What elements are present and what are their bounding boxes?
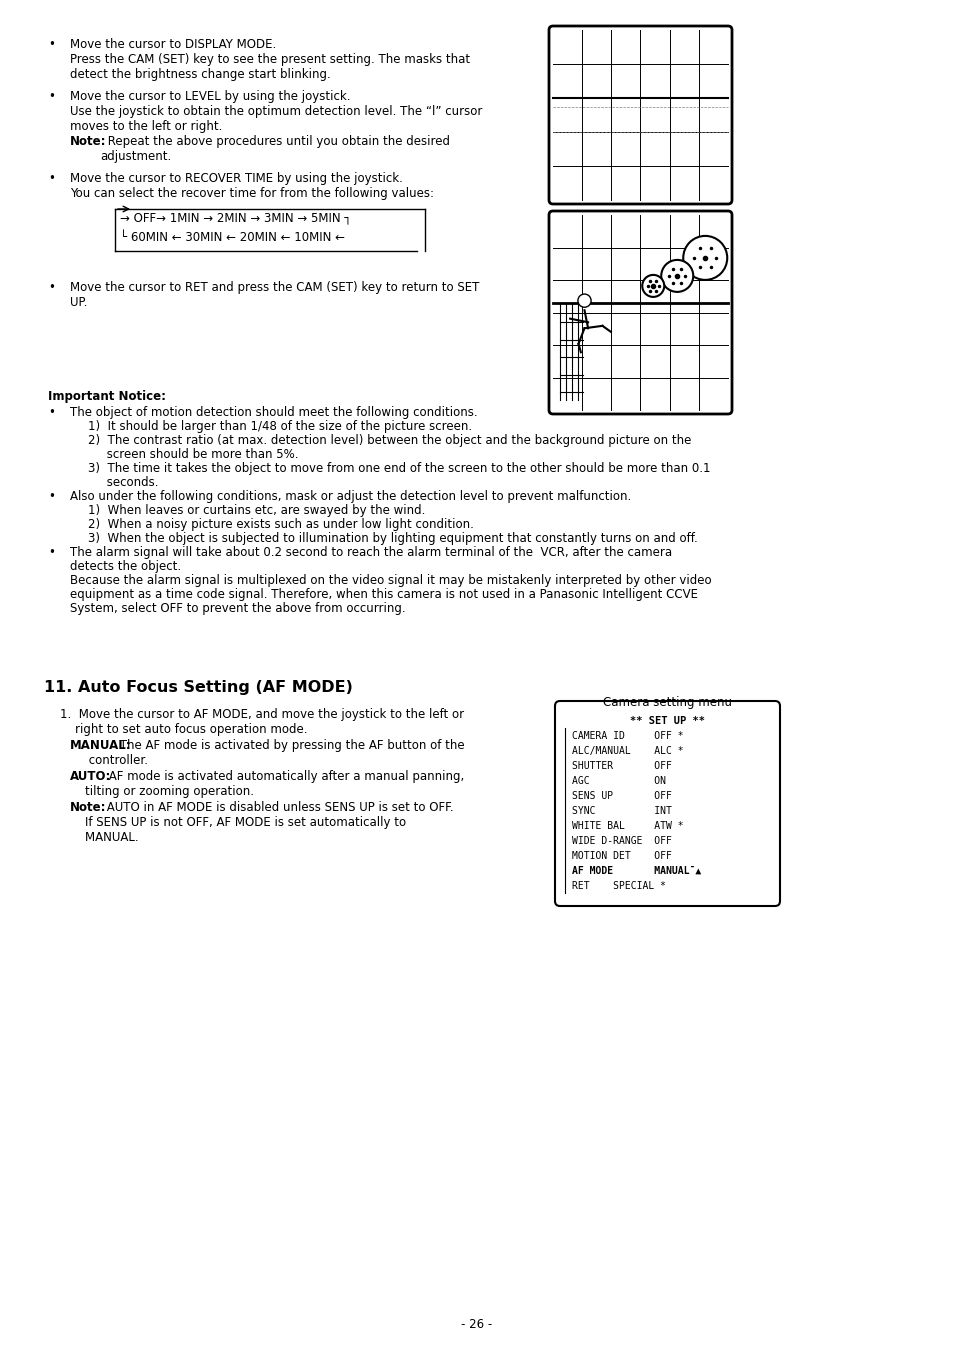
Text: •: • bbox=[48, 172, 55, 185]
Text: Also under the following conditions, mask or adjust the detection level to preve: Also under the following conditions, mas… bbox=[70, 490, 631, 503]
Text: WHITE BAL     ATW *: WHITE BAL ATW * bbox=[572, 821, 683, 831]
Text: → OFF→ 1MIN → 2MIN → 3MIN → 5MIN ┐: → OFF→ 1MIN → 2MIN → 3MIN → 5MIN ┐ bbox=[120, 211, 351, 225]
Text: Move the cursor to RECOVER TIME by using the joystick.: Move the cursor to RECOVER TIME by using… bbox=[70, 172, 402, 185]
Text: AGC           ON: AGC ON bbox=[572, 777, 665, 786]
Text: Move the cursor to DISPLAY MODE.: Move the cursor to DISPLAY MODE. bbox=[70, 38, 276, 51]
Text: 1.  Move the cursor to AF MODE, and move the joystick to the left or: 1. Move the cursor to AF MODE, and move … bbox=[60, 708, 464, 721]
Text: Press the CAM (SET) key to see the present setting. The masks that: Press the CAM (SET) key to see the prese… bbox=[70, 53, 470, 66]
Circle shape bbox=[682, 235, 726, 280]
Text: •: • bbox=[48, 490, 55, 503]
Text: AUTO in AF MODE is disabled unless SENS UP is set to OFF.: AUTO in AF MODE is disabled unless SENS … bbox=[103, 801, 453, 815]
Text: ALC/MANUAL    ALC *: ALC/MANUAL ALC * bbox=[572, 746, 683, 756]
Text: screen should be more than 5%.: screen should be more than 5%. bbox=[88, 448, 298, 461]
Text: WIDE D-RANGE  OFF: WIDE D-RANGE OFF bbox=[572, 836, 671, 846]
Text: SHUTTER       OFF: SHUTTER OFF bbox=[572, 760, 671, 771]
Text: •: • bbox=[48, 547, 55, 559]
Text: tilting or zooming operation.: tilting or zooming operation. bbox=[70, 785, 253, 798]
Text: adjustment.: adjustment. bbox=[100, 150, 172, 162]
Text: The alarm signal will take about 0.2 second to reach the alarm terminal of the  : The alarm signal will take about 0.2 sec… bbox=[70, 547, 672, 559]
Text: Move the cursor to LEVEL by using the joystick.: Move the cursor to LEVEL by using the jo… bbox=[70, 91, 350, 103]
Text: •: • bbox=[48, 91, 55, 103]
Text: 11. Auto Focus Setting (AF MODE): 11. Auto Focus Setting (AF MODE) bbox=[44, 681, 353, 695]
Text: RET    SPECIAL *: RET SPECIAL * bbox=[572, 881, 665, 892]
Text: CAMERA ID     OFF *: CAMERA ID OFF * bbox=[572, 731, 683, 741]
Text: Important Notice:: Important Notice: bbox=[48, 390, 166, 403]
Text: Note:: Note: bbox=[70, 801, 107, 815]
Text: 1)  It should be larger than 1/48 of the size of the picture screen.: 1) It should be larger than 1/48 of the … bbox=[88, 419, 472, 433]
Text: equipment as a time code signal. Therefore, when this camera is not used in a Pa: equipment as a time code signal. Therefo… bbox=[70, 589, 698, 601]
Text: 3)  The time it takes the object to move from one end of the screen to the other: 3) The time it takes the object to move … bbox=[88, 461, 710, 475]
Text: detects the object.: detects the object. bbox=[70, 560, 181, 574]
Text: You can select the recover time for from the following values:: You can select the recover time for from… bbox=[70, 187, 434, 200]
Circle shape bbox=[578, 294, 591, 307]
Text: AF mode is activated automatically after a manual panning,: AF mode is activated automatically after… bbox=[105, 770, 464, 783]
Text: controller.: controller. bbox=[70, 754, 148, 767]
Text: right to set auto focus operation mode.: right to set auto focus operation mode. bbox=[60, 723, 307, 736]
FancyBboxPatch shape bbox=[548, 26, 731, 204]
Text: UP.: UP. bbox=[70, 296, 88, 308]
Text: •: • bbox=[48, 406, 55, 419]
Text: Note:: Note: bbox=[70, 135, 107, 147]
Text: •: • bbox=[48, 38, 55, 51]
Text: SENS UP       OFF: SENS UP OFF bbox=[572, 792, 671, 801]
Text: MANUAL:: MANUAL: bbox=[70, 739, 132, 752]
Text: - 26 -: - 26 - bbox=[461, 1318, 492, 1331]
Text: detect the brightness change start blinking.: detect the brightness change start blink… bbox=[70, 68, 331, 81]
Text: └ 60MIN ← 30MIN ← 20MIN ← 10MIN ←: └ 60MIN ← 30MIN ← 20MIN ← 10MIN ← bbox=[120, 231, 345, 244]
FancyBboxPatch shape bbox=[548, 211, 731, 414]
Text: AUTO:: AUTO: bbox=[70, 770, 112, 783]
Circle shape bbox=[660, 260, 693, 292]
Text: 3)  When the object is subjected to illumination by lighting equipment that cons: 3) When the object is subjected to illum… bbox=[88, 532, 697, 545]
Text: 2)  When a noisy picture exists such as under low light condition.: 2) When a noisy picture exists such as u… bbox=[88, 518, 474, 530]
Text: If SENS UP is not OFF, AF MODE is set automatically to: If SENS UP is not OFF, AF MODE is set au… bbox=[70, 816, 406, 829]
Text: Move the cursor to RET and press the CAM (SET) key to return to SET: Move the cursor to RET and press the CAM… bbox=[70, 281, 478, 294]
Text: moves to the left or right.: moves to the left or right. bbox=[70, 120, 222, 133]
Text: The AF mode is activated by pressing the AF button of the: The AF mode is activated by pressing the… bbox=[116, 739, 464, 752]
Text: Camera setting menu: Camera setting menu bbox=[602, 695, 731, 709]
Text: 2)  The contrast ratio (at max. detection level) between the object and the back: 2) The contrast ratio (at max. detection… bbox=[88, 434, 691, 446]
Text: Because the alarm signal is multiplexed on the video signal it may be mistakenly: Because the alarm signal is multiplexed … bbox=[70, 574, 711, 587]
Text: •: • bbox=[48, 281, 55, 294]
Text: ** SET UP **: ** SET UP ** bbox=[629, 716, 704, 727]
Text: MOTION DET    OFF: MOTION DET OFF bbox=[572, 851, 671, 861]
Text: AF MODE       MANUAL¯▲: AF MODE MANUAL¯▲ bbox=[572, 866, 700, 875]
Text: The object of motion detection should meet the following conditions.: The object of motion detection should me… bbox=[70, 406, 477, 419]
Text: MANUAL.: MANUAL. bbox=[70, 831, 138, 844]
Text: seconds.: seconds. bbox=[88, 476, 158, 488]
Text: Use the joystick to obtain the optimum detection level. The “l” cursor: Use the joystick to obtain the optimum d… bbox=[70, 106, 482, 118]
Circle shape bbox=[641, 275, 663, 296]
Text: System, select OFF to prevent the above from occurring.: System, select OFF to prevent the above … bbox=[70, 602, 405, 616]
Text: SYNC          INT: SYNC INT bbox=[572, 806, 671, 816]
Text: Repeat the above procedures until you obtain the desired: Repeat the above procedures until you ob… bbox=[104, 135, 450, 147]
FancyBboxPatch shape bbox=[555, 701, 780, 907]
Text: 1)  When leaves or curtains etc, are swayed by the wind.: 1) When leaves or curtains etc, are sway… bbox=[88, 505, 425, 517]
